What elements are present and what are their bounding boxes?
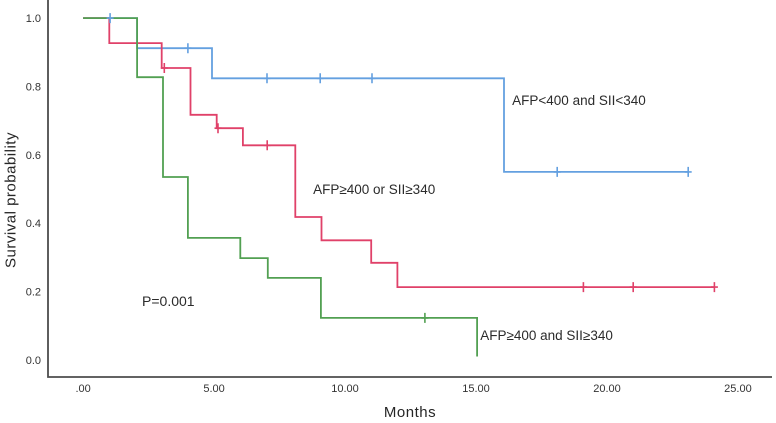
y-tick-label: 0.0 [26, 355, 41, 367]
y-tick-label: 0.2 [26, 287, 41, 299]
y-tick-label: 0.8 [26, 81, 41, 93]
y-axis-title: Survival probability [2, 132, 20, 268]
survival-curve-afp-high-and-sii-high [83, 17, 478, 357]
censor-mark-afp-high-or-sii-high [214, 123, 222, 134]
censor-mark-afp-high-or-sii-high [160, 63, 168, 73]
y-tick-label: 1.0 [26, 13, 41, 25]
censor-mark-afp-low-sii-low [684, 166, 692, 177]
censor-mark-afp-low-sii-low [184, 43, 192, 54]
censor-mark-afp-low-sii-low [316, 73, 324, 84]
censor-mark-afp-low-sii-low [263, 73, 271, 84]
x-tick-label: 10.00 [331, 383, 359, 395]
censor-mark-afp-high-or-sii-high [579, 282, 587, 293]
curve-label-afp-high-or-sii-high: AFP≥400 or SII≥340 [313, 182, 435, 197]
curve-label-afp-high-and-sii-high: AFP≥400 and SII≥340 [480, 328, 613, 343]
censor-mark-afp-high-and-sii-high [421, 312, 429, 323]
axis-lines [47, 0, 772, 378]
x-tick-label: .00 [75, 383, 90, 395]
y-tick-label: 0.4 [26, 218, 41, 230]
y-tick-label: 0.6 [26, 150, 41, 162]
x-tick-label: 25.00 [724, 383, 752, 395]
curve-label-afp-low-sii-low: AFP<400 and SII<340 [512, 93, 646, 108]
censor-mark-afp-high-or-sii-high [710, 282, 718, 293]
censor-mark-afp-high-or-sii-high [629, 282, 637, 293]
censor-mark-afp-high-or-sii-high [263, 140, 271, 151]
x-axis-title: Months [383, 404, 437, 421]
x-tick-label: 5.00 [203, 383, 224, 395]
x-tick-label: 15.00 [462, 383, 490, 395]
x-tick-label: 20.00 [593, 383, 621, 395]
censor-mark-afp-low-sii-low [368, 73, 376, 84]
censor-mark-afp-low-sii-low [106, 13, 114, 24]
survival-curve-afp-high-or-sii-high [83, 17, 715, 288]
censor-mark-afp-low-sii-low [553, 166, 561, 177]
p-value-annotation: P=0.001 [142, 293, 195, 309]
